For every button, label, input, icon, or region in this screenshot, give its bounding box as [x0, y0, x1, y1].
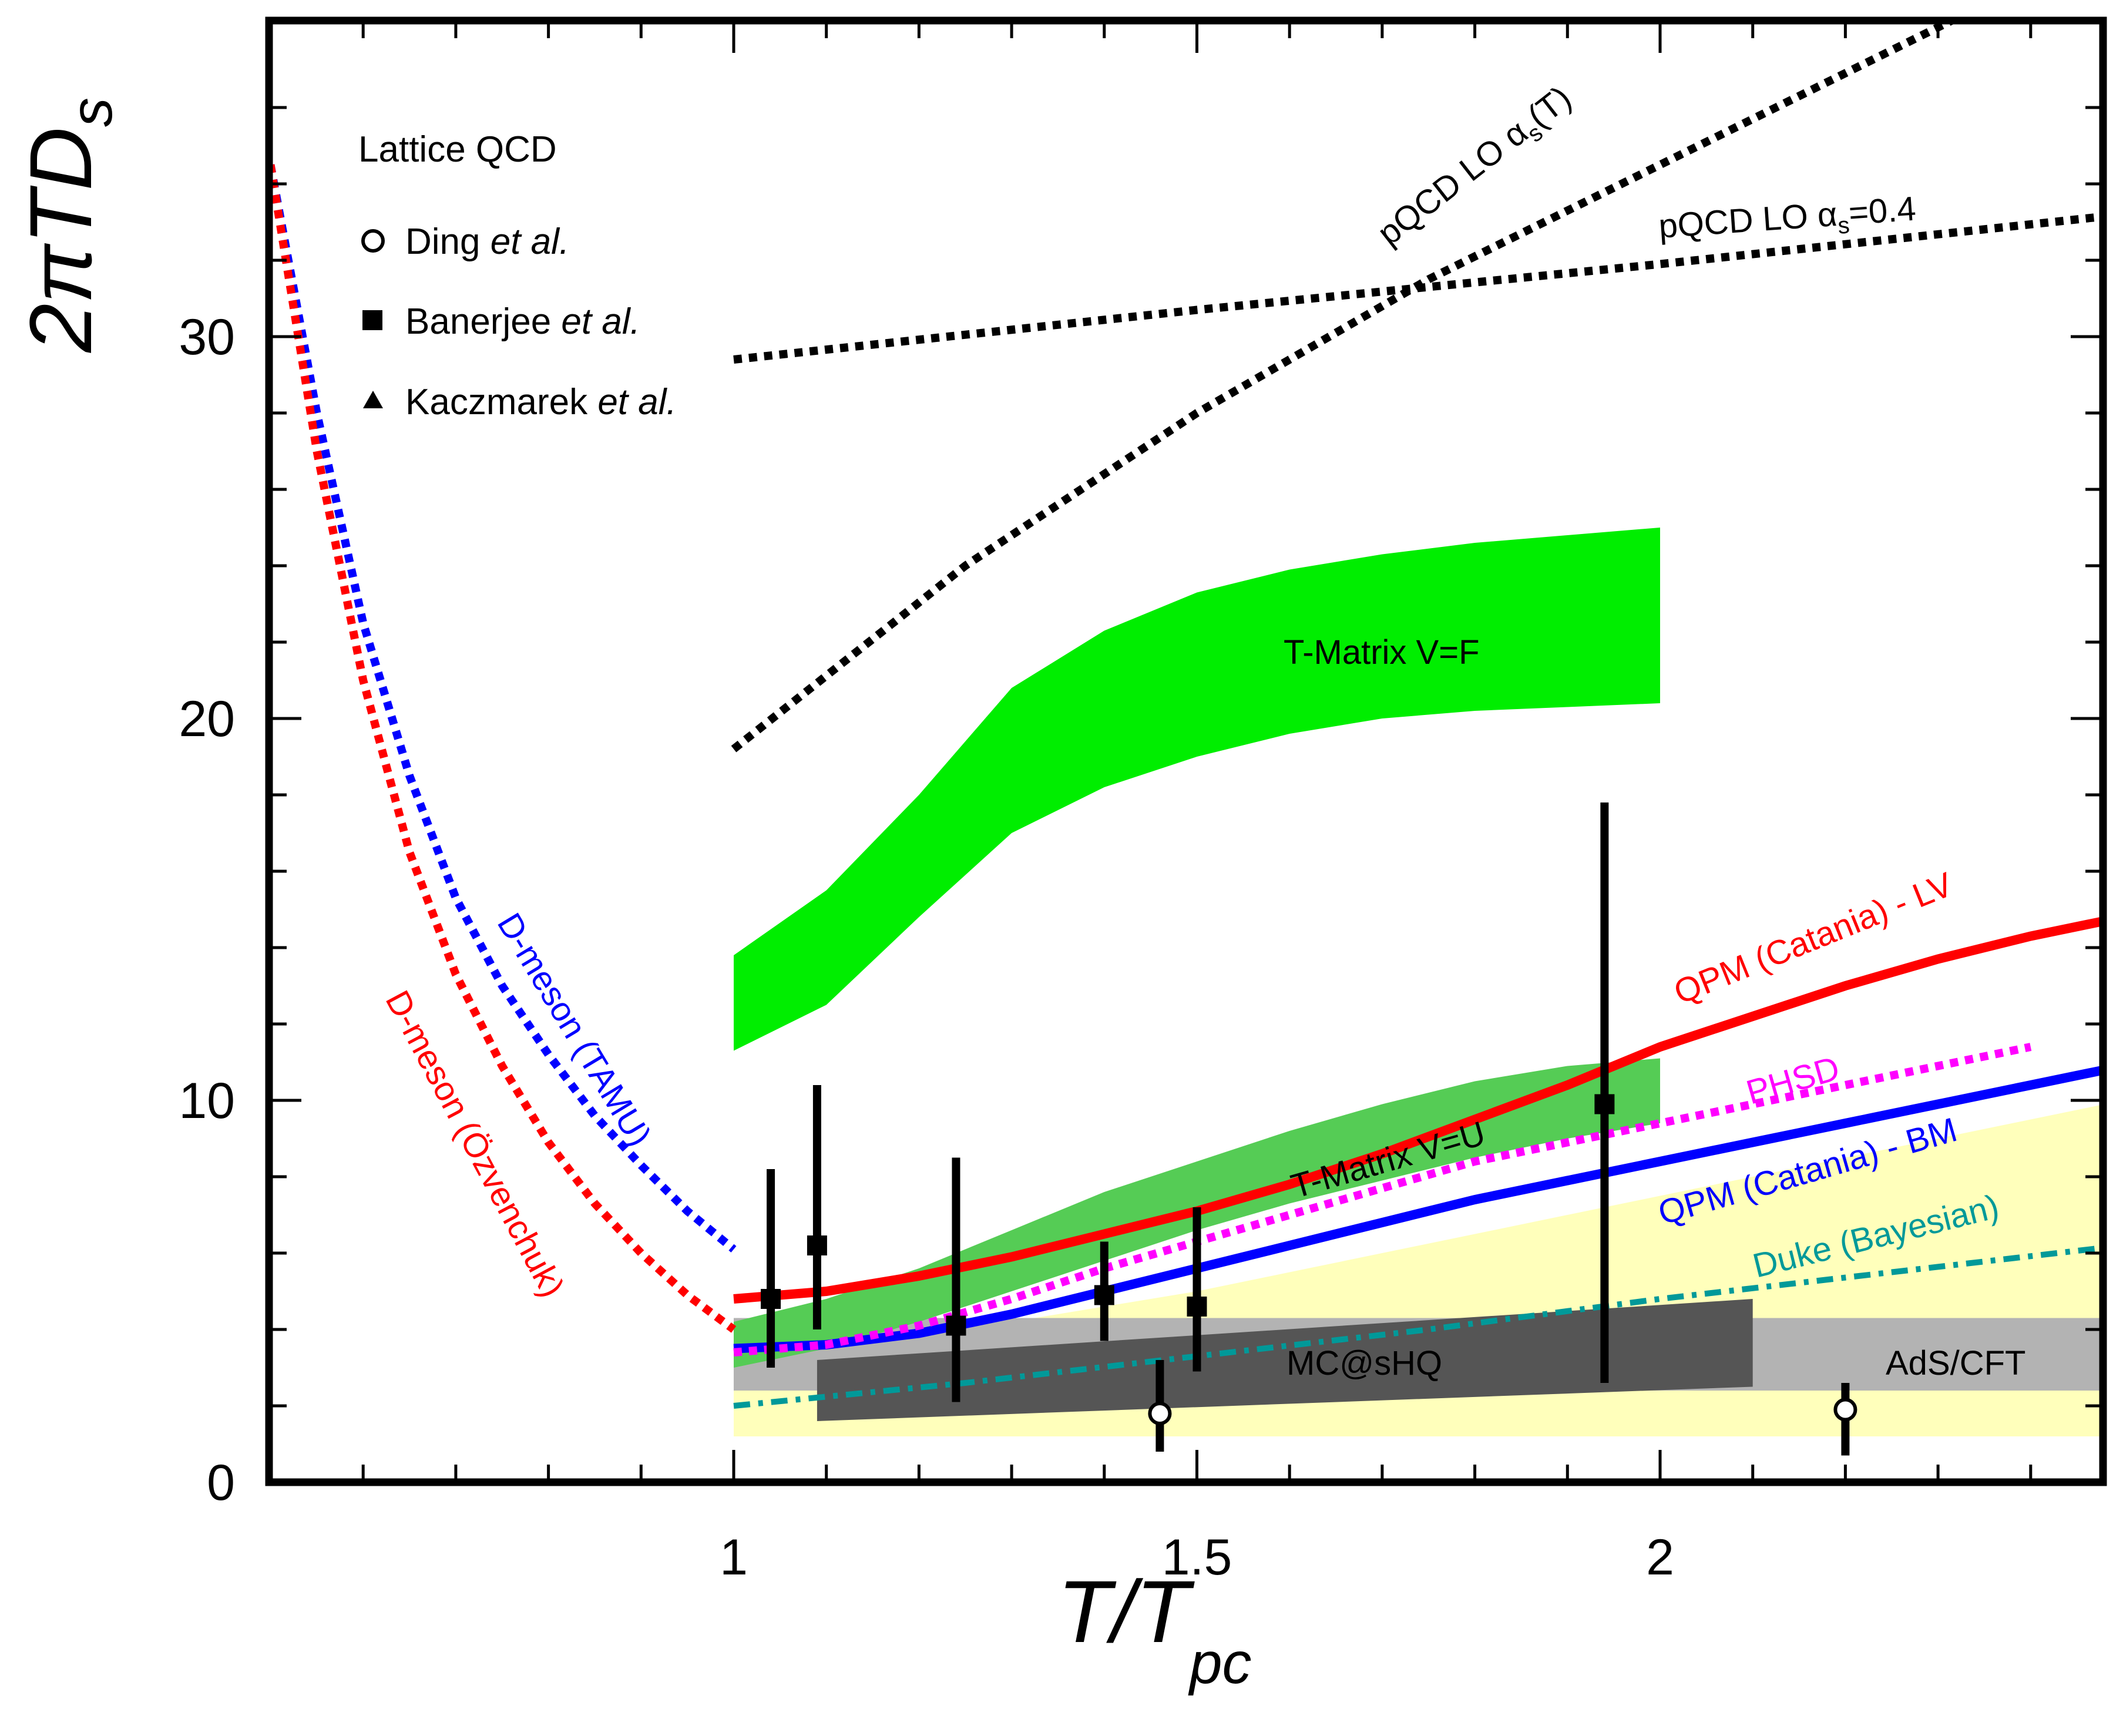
y-axis-title-main: 2πTD [11, 127, 110, 353]
y-axis-title-sub: s [59, 98, 125, 127]
legend-entry-ding-suffix: et al. [491, 221, 569, 262]
legend-title: Lattice QCD [358, 129, 557, 170]
legend-triangle-marker [363, 391, 383, 408]
legend-entry-banerjee: Banerjee et al. [405, 301, 640, 342]
legend-entry-ding-name: Ding [405, 221, 481, 262]
y-axis-title: 2πTDs [11, 98, 125, 353]
x-axis-title-sub: pc [1188, 1630, 1252, 1696]
legend-square-marker [362, 310, 382, 330]
legend-circle-marker [361, 229, 385, 253]
series-pqcd-lo-s-t [731, 21, 1961, 753]
band-mc-shq [817, 1299, 1753, 1421]
points-layer [761, 802, 1857, 1456]
data-point-square [1094, 1285, 1114, 1305]
label-pqcd-alpha-04-tail: =0.4 [1847, 190, 1917, 233]
data-point-square [807, 1235, 827, 1255]
x-axis-title-main: T/T [1057, 1562, 1195, 1661]
x-tick-label: 1 [720, 1529, 748, 1586]
y-tick-label: 30 [179, 309, 235, 365]
y-tick-label: 10 [179, 1073, 235, 1129]
legend-entry-banerjee-suffix: et al. [561, 301, 640, 342]
label-adscft: AdS/CFT [1886, 1344, 2026, 1382]
data-point-square [1187, 1297, 1207, 1317]
y-tick-label: 20 [179, 691, 235, 747]
legend-entry-banerjee-name: Banerjee [405, 301, 551, 342]
data-point-square [761, 1289, 781, 1309]
legend: Lattice QCD Ding et al. Banerjee et al. … [358, 129, 677, 422]
bands-layer [734, 528, 2103, 1436]
plot-frame [265, 16, 2107, 1486]
legend-entry-kaczmarek-suffix: et al. [597, 382, 676, 422]
data-point-circle [1833, 1398, 1857, 1422]
data-point-square [946, 1315, 966, 1336]
data-point-square [1594, 1094, 1615, 1114]
legend-entry-kaczmarek-name: Kaczmarek [405, 382, 588, 422]
series-d-meson-tamu [269, 164, 737, 1253]
label-tmatrix-vf: T-Matrix V=F [1284, 633, 1480, 671]
series-pqcd-lo-s-0-4 [733, 212, 2103, 364]
legend-entry-kaczmarek: Kaczmarek et al. [405, 382, 677, 422]
data-point-circle [1148, 1402, 1172, 1425]
band-t-matrix-v-f [734, 528, 1660, 1051]
series-qpm-catania-lv [733, 916, 2103, 1304]
x-tick-label: 1.5 [1162, 1529, 1232, 1586]
label-mcshq: MC@sHQ [1286, 1344, 1442, 1382]
legend-entry-ding: Ding et al. [405, 221, 569, 262]
series-d-meson-o-zvenchuk [269, 164, 737, 1333]
x-axis-title: T/Tpc [1057, 1562, 1252, 1696]
label-pqcd-alpha-04-sub: s [1837, 212, 1850, 239]
series-duke-bayesian [733, 1244, 2103, 1409]
y-tick-label: 0 [207, 1455, 235, 1511]
x-tick-label: 2 [1646, 1529, 1674, 1586]
